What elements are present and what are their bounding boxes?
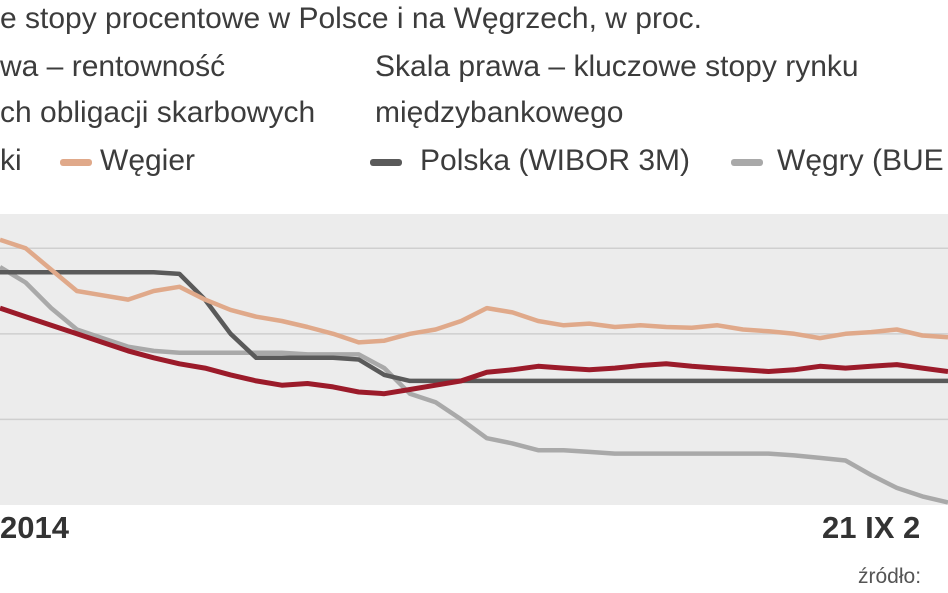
left-scale-label-line2: ch obligacji skarbowych <box>0 96 316 129</box>
legend-swatch-hungary-bond <box>60 159 92 166</box>
x-tick-label-end: 21 IX 2 <box>822 510 921 545</box>
poland-bond-line <box>0 305 948 397</box>
legend-swatch-bubor <box>731 159 763 166</box>
x-tick-label-start: 2014 <box>0 510 69 545</box>
wibor-line <box>0 269 948 384</box>
series-lines <box>0 237 948 505</box>
legend-swatch-wibor <box>370 159 402 166</box>
plot-area <box>0 214 948 505</box>
legend-label-poland-bond: ki <box>0 144 22 177</box>
hungary-bond-line <box>0 237 948 345</box>
legend-label-wibor: Polska (WIBOR 3M) <box>420 144 691 177</box>
chart-title: e stopy procentowe w Polsce i na Węgrzec… <box>0 2 702 35</box>
left-scale-label-line1: wa – rentowność <box>0 50 226 83</box>
right-scale-label-line2: międzybankowego <box>375 96 624 129</box>
legend-label-hungary-bond: Węgier <box>100 144 196 177</box>
source-label: źródło: <box>858 565 922 588</box>
bubor-line <box>0 265 948 505</box>
right-scale-label-line1: Skala prawa – kluczowe stopy rynku <box>375 50 859 83</box>
legend-label-bubor: Węgry (BUE <box>777 144 944 177</box>
legend-swatches <box>60 159 763 166</box>
